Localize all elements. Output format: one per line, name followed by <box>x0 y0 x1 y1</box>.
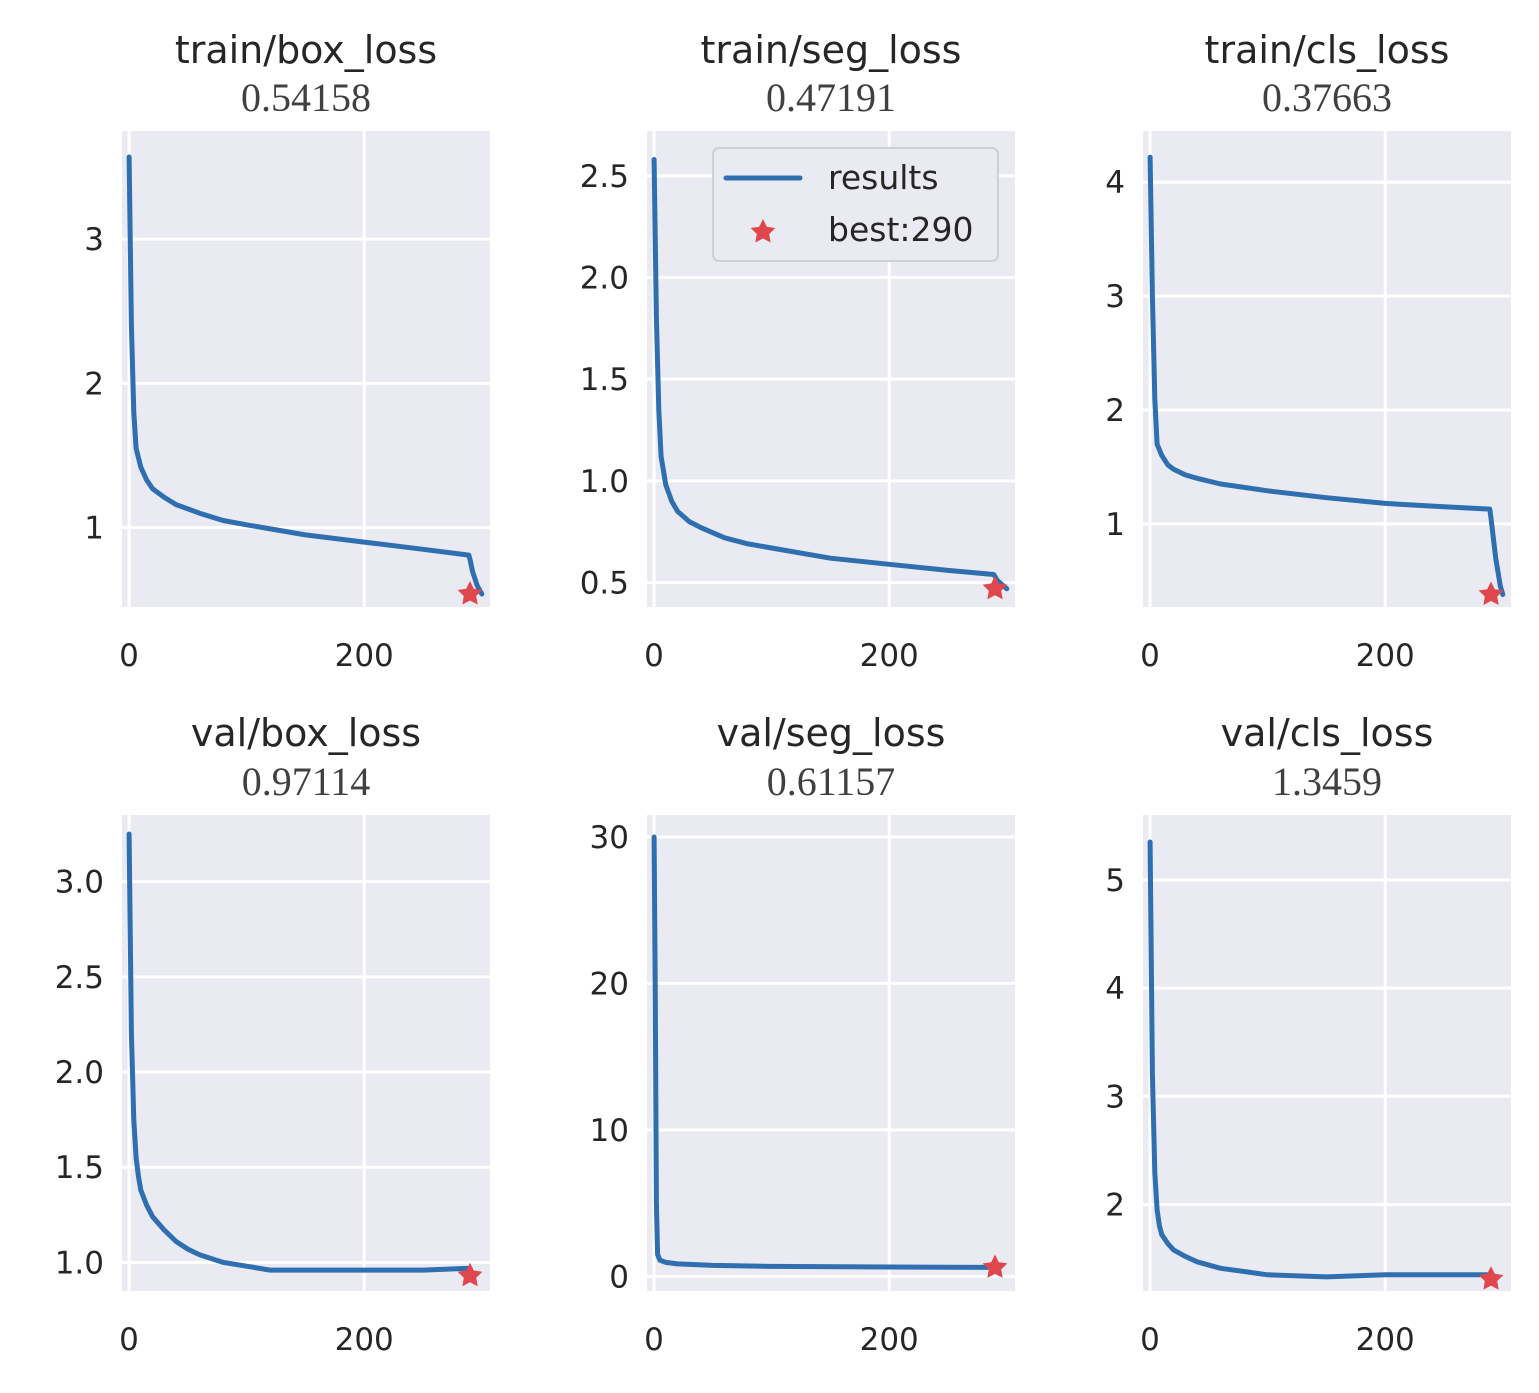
results-line <box>126 154 485 597</box>
plot-area-5: 0 10 20 30 0 200 <box>590 815 1015 1358</box>
x-tick-label: 200 <box>335 1322 394 1358</box>
chart-final-value: 0.54158 <box>241 75 371 120</box>
chart-title: val/box_loss <box>191 711 421 755</box>
y-tick-label: 30 <box>590 820 629 856</box>
x-tick-label: 0 <box>119 1322 139 1358</box>
y-tick-label: 2 <box>1105 393 1125 429</box>
legend-star-marker <box>750 219 776 243</box>
y-tick-label: 2.5 <box>55 960 104 996</box>
chart-title: train/seg_loss <box>701 28 962 72</box>
y-tick-label: 4 <box>1105 165 1125 201</box>
y-tick-label: 1 <box>84 511 104 547</box>
plot-area-6: 2 3 4 5 0 200 <box>1105 815 1511 1358</box>
plot-area-3: 1 2 3 4 0 200 <box>1105 131 1511 674</box>
x-tick-label: 0 <box>1140 638 1160 674</box>
plot-background <box>647 815 1015 1291</box>
x-tick-label: 200 <box>1356 638 1415 674</box>
y-tick-label: 3 <box>84 222 104 258</box>
chart-final-value: 0.97114 <box>242 759 371 804</box>
y-tick-label: 2.0 <box>55 1055 104 1091</box>
chart-panel-1: train/box_loss 0.54158 <box>175 28 437 120</box>
plot-background <box>1143 131 1511 607</box>
chart-panel-2: train/seg_loss 0.47191 <box>701 28 962 120</box>
chart-final-value: 0.37663 <box>1262 75 1392 120</box>
x-tick-label: 0 <box>1140 1322 1160 1358</box>
y-tick-label: 2.0 <box>580 260 629 296</box>
best-epoch-star <box>457 1262 483 1287</box>
x-tick-label: 0 <box>119 638 139 674</box>
chart-title: val/cls_loss <box>1221 711 1434 755</box>
chart-panel-3: train/cls_loss 0.37663 <box>1205 28 1450 120</box>
legend-label-results: results <box>828 158 939 197</box>
plot-area-1: 1 2 3 0 200 <box>84 131 490 674</box>
chart-final-value: 0.61157 <box>767 759 896 804</box>
y-tick-label: 0.5 <box>580 566 629 602</box>
plot-area-4: 1.0 1.5 2.0 2.5 3.0 0 200 <box>55 815 490 1358</box>
y-tick-label: 4 <box>1105 971 1125 1007</box>
y-tick-label: 2.5 <box>580 159 629 195</box>
legend: results best:290 <box>712 147 999 262</box>
y-tick-label: 1.0 <box>580 464 629 500</box>
best-epoch-star <box>982 575 1008 600</box>
y-tick-label: 3 <box>1105 1079 1125 1115</box>
y-tick-label: 3.0 <box>55 865 104 901</box>
best-epoch-star <box>457 581 483 605</box>
legend-label-best: best:290 <box>828 210 974 249</box>
y-tick-label: 1.0 <box>55 1245 104 1281</box>
plot-background <box>122 815 490 1291</box>
y-tick-label: 1.5 <box>55 1150 104 1186</box>
chart-title: train/box_loss <box>175 28 437 72</box>
results-line <box>651 834 998 1270</box>
y-tick-label: 1.5 <box>580 362 629 398</box>
y-tick-label: 20 <box>590 966 629 1002</box>
x-tick-label: 200 <box>1356 1322 1415 1358</box>
y-tick-label: 5 <box>1105 863 1125 899</box>
results-line <box>126 831 473 1273</box>
x-tick-label: 0 <box>644 638 664 674</box>
best-epoch-star <box>982 1254 1008 1278</box>
y-tick-label: 0 <box>609 1259 629 1295</box>
x-tick-label: 200 <box>335 638 394 674</box>
chart-panel-5: val/seg_loss 0.61157 <box>717 711 946 804</box>
results-line <box>1147 154 1506 597</box>
y-tick-label: 1 <box>1105 507 1125 543</box>
chart-panel-6: val/cls_loss 1.3459 <box>1221 711 1434 804</box>
x-tick-label: 0 <box>644 1322 664 1358</box>
chart-panel-4: val/box_loss 0.97114 <box>191 711 421 804</box>
y-tick-label: 2 <box>84 366 104 402</box>
y-tick-label: 2 <box>1105 1187 1125 1223</box>
results-line <box>1147 839 1494 1280</box>
best-epoch-star <box>1478 581 1504 605</box>
x-tick-label: 200 <box>860 1322 919 1358</box>
chart-title: val/seg_loss <box>717 711 946 755</box>
chart-final-value: 0.47191 <box>766 75 896 120</box>
chart-final-value: 1.3459 <box>1272 759 1382 804</box>
best-epoch-star <box>1478 1266 1504 1290</box>
x-tick-label: 200 <box>860 638 919 674</box>
y-tick-label: 10 <box>590 1113 629 1149</box>
y-tick-label: 3 <box>1105 279 1125 315</box>
chart-title: train/cls_loss <box>1205 28 1450 72</box>
plot-background <box>1143 815 1511 1291</box>
